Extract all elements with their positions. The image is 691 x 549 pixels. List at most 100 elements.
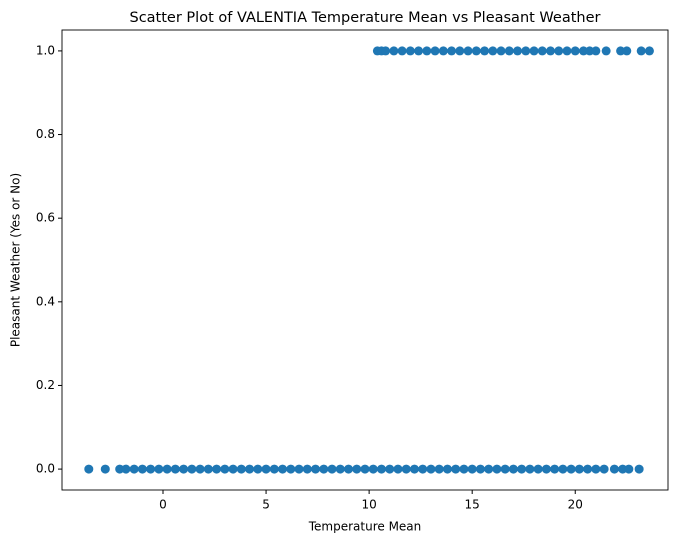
scatter-point	[269, 464, 279, 474]
scatter-point	[463, 46, 473, 56]
scatter-point	[513, 46, 523, 56]
x-axis-label: Temperature Mean	[308, 520, 422, 534]
scatter-point	[137, 464, 147, 474]
scatter-point	[344, 464, 354, 474]
plot-frame	[61, 29, 669, 491]
scatter-point	[529, 46, 539, 56]
scatter-point	[278, 464, 288, 474]
scatter-point	[467, 464, 477, 474]
scatter-point	[335, 464, 345, 474]
scatter-point	[414, 46, 424, 56]
scatter-point	[438, 46, 448, 56]
y-tick-label: 1.0	[36, 43, 55, 57]
scatter-point	[447, 46, 457, 56]
scatter-point	[129, 464, 139, 474]
scatter-point	[393, 464, 403, 474]
scatter-point	[121, 464, 131, 474]
scatter-point	[525, 464, 535, 474]
y-tick-label: 0.2	[36, 378, 55, 392]
scatter-point	[459, 464, 469, 474]
scatter-point	[475, 464, 485, 474]
scatter-point	[492, 464, 502, 474]
y-axis-label: Pleasant Weather (Yes or No)	[9, 173, 23, 347]
scatter-point	[100, 464, 110, 474]
scatter-point	[599, 464, 609, 474]
scatter-point	[496, 46, 506, 56]
scatter-point	[389, 46, 399, 56]
scatter-point	[179, 464, 189, 474]
scatter-point	[554, 46, 564, 56]
scatter-point	[508, 464, 518, 474]
scatter-point	[488, 46, 498, 56]
scatter-point	[471, 46, 481, 56]
x-tick-label: 10	[361, 498, 376, 512]
scatter-point	[376, 464, 386, 474]
scatter-point	[634, 464, 644, 474]
scatter-point	[302, 464, 312, 474]
x-tick-label: 20	[568, 498, 583, 512]
scatter-point	[480, 46, 490, 56]
scatter-point	[368, 464, 378, 474]
x-tick-label: 15	[465, 498, 480, 512]
scatter-point	[533, 464, 543, 474]
scatter-point	[537, 46, 547, 56]
scatter-point	[566, 464, 576, 474]
y-tick-label: 0.6	[36, 211, 55, 225]
scatter-point	[585, 46, 595, 56]
scatter-point	[430, 46, 440, 56]
scatter-point	[562, 46, 572, 56]
scatter-point	[115, 464, 125, 474]
scatter-point	[616, 46, 626, 56]
scatter-point	[541, 464, 551, 474]
scatter-point	[434, 464, 444, 474]
scatter-point	[624, 464, 634, 474]
scatter-point	[618, 464, 628, 474]
scatter-point	[500, 464, 510, 474]
scatter-point	[405, 46, 415, 56]
scatter-point	[609, 464, 619, 474]
scatter-point	[385, 464, 395, 474]
scatter-point	[311, 464, 321, 474]
scatter-point	[401, 464, 411, 474]
scatter-point	[422, 46, 432, 56]
scatter-point	[381, 46, 391, 56]
x-tick-label: 5	[262, 498, 270, 512]
scatter-point	[517, 464, 527, 474]
y-tick-label: 0.0	[36, 462, 55, 476]
scatter-point	[521, 46, 531, 56]
scatter-point	[228, 464, 238, 474]
scatter-point	[352, 464, 362, 474]
scatter-point	[455, 46, 465, 56]
scatter-point	[187, 464, 197, 474]
scatter-point	[195, 464, 205, 474]
scatter-point	[220, 464, 230, 474]
scatter-point	[504, 46, 514, 56]
scatter-point	[546, 46, 556, 56]
x-tick-label: 0	[159, 498, 167, 512]
scatter-point	[146, 464, 156, 474]
scatter-point	[253, 464, 263, 474]
scatter-point	[558, 464, 568, 474]
scatter-point	[154, 464, 164, 474]
scatter-point	[212, 464, 222, 474]
scatter-point	[84, 464, 94, 474]
scatter-point	[583, 464, 593, 474]
scatter-point	[162, 464, 172, 474]
scatter-point	[327, 464, 337, 474]
y-tick-label: 0.4	[36, 294, 55, 308]
scatter-point	[294, 464, 304, 474]
scatter-point	[261, 464, 271, 474]
scatter-point	[636, 46, 646, 56]
scatter-point	[236, 464, 246, 474]
scatter-point	[426, 464, 436, 474]
scatter-point	[397, 46, 407, 56]
chart-title: Scatter Plot of VALENTIA Temperature Mea…	[130, 10, 601, 26]
scatter-point	[570, 46, 580, 56]
scatter-point	[203, 464, 213, 474]
scatter-point	[442, 464, 452, 474]
scatter-point	[622, 46, 632, 56]
scatter-point	[591, 46, 601, 56]
scatter-point	[578, 46, 588, 56]
scatter-point	[644, 46, 654, 56]
